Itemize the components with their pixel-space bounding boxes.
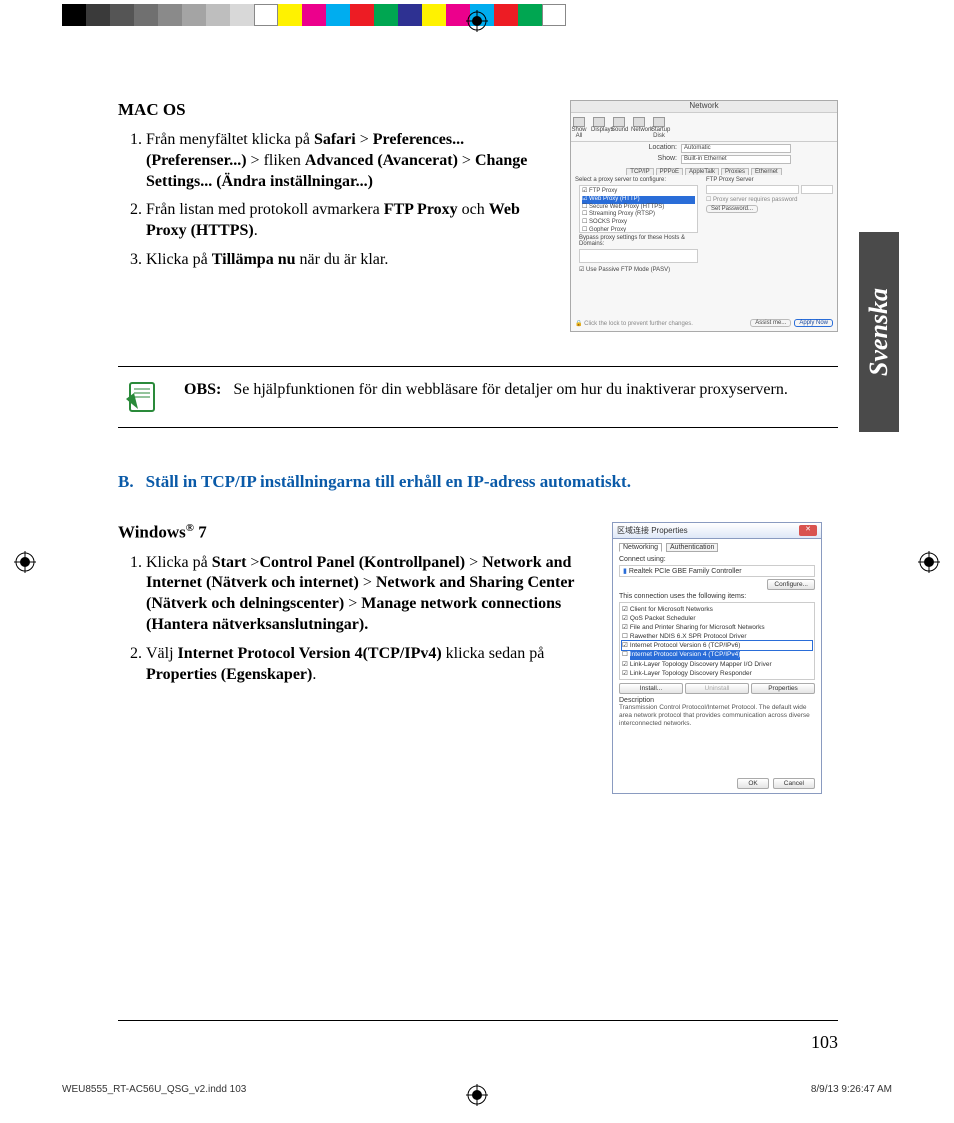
macos-heading: MAC OS [118, 100, 556, 120]
page-number: 103 [811, 1032, 838, 1053]
win7-step-1: Klicka på Start >Control Panel (Kontroll… [146, 553, 598, 636]
page-content: MAC OS Från menyfältet klicka på Safari … [118, 100, 838, 794]
macos-step-3: Klicka på Tillämpa nu när du är klar. [146, 250, 556, 271]
language-tab: Svenska [859, 232, 899, 432]
close-icon: ✕ [799, 525, 817, 536]
printer-color-bar [62, 4, 566, 26]
footer-rule [118, 1020, 838, 1021]
print-slug: WEU8555_RT-AC56U_QSG_v2.indd 1038/9/13 9… [62, 1084, 892, 1095]
mac-network-screenshot: Network Show AllDisplaysSoundNetworkStar… [570, 100, 838, 332]
macos-steps: Från menyfältet klicka på Safari > Prefe… [118, 130, 556, 271]
note-icon [124, 379, 160, 415]
windows7-heading: Windows® 7 [118, 522, 598, 543]
registration-mark-icon [14, 551, 36, 573]
windows7-steps: Klicka på Start >Control Panel (Kontroll… [118, 553, 598, 686]
windows-properties-screenshot: 区域连接 Properties✕ NetworkingAuthenticatio… [612, 522, 822, 794]
registration-mark-icon [466, 10, 488, 32]
section-b-heading: B.Ställ in TCP/IP inställningarna till e… [118, 472, 838, 492]
note-block: OBS: Se hjälpfunktionen för din webbläsa… [118, 366, 838, 428]
registration-mark-icon [918, 551, 940, 573]
win7-step-2: Välj Internet Protocol Version 4(TCP/IPv… [146, 644, 598, 686]
macos-step-1: Från menyfältet klicka på Safari > Prefe… [146, 130, 556, 192]
macos-step-2: Från listan med protokoll avmarkera FTP … [146, 200, 556, 242]
